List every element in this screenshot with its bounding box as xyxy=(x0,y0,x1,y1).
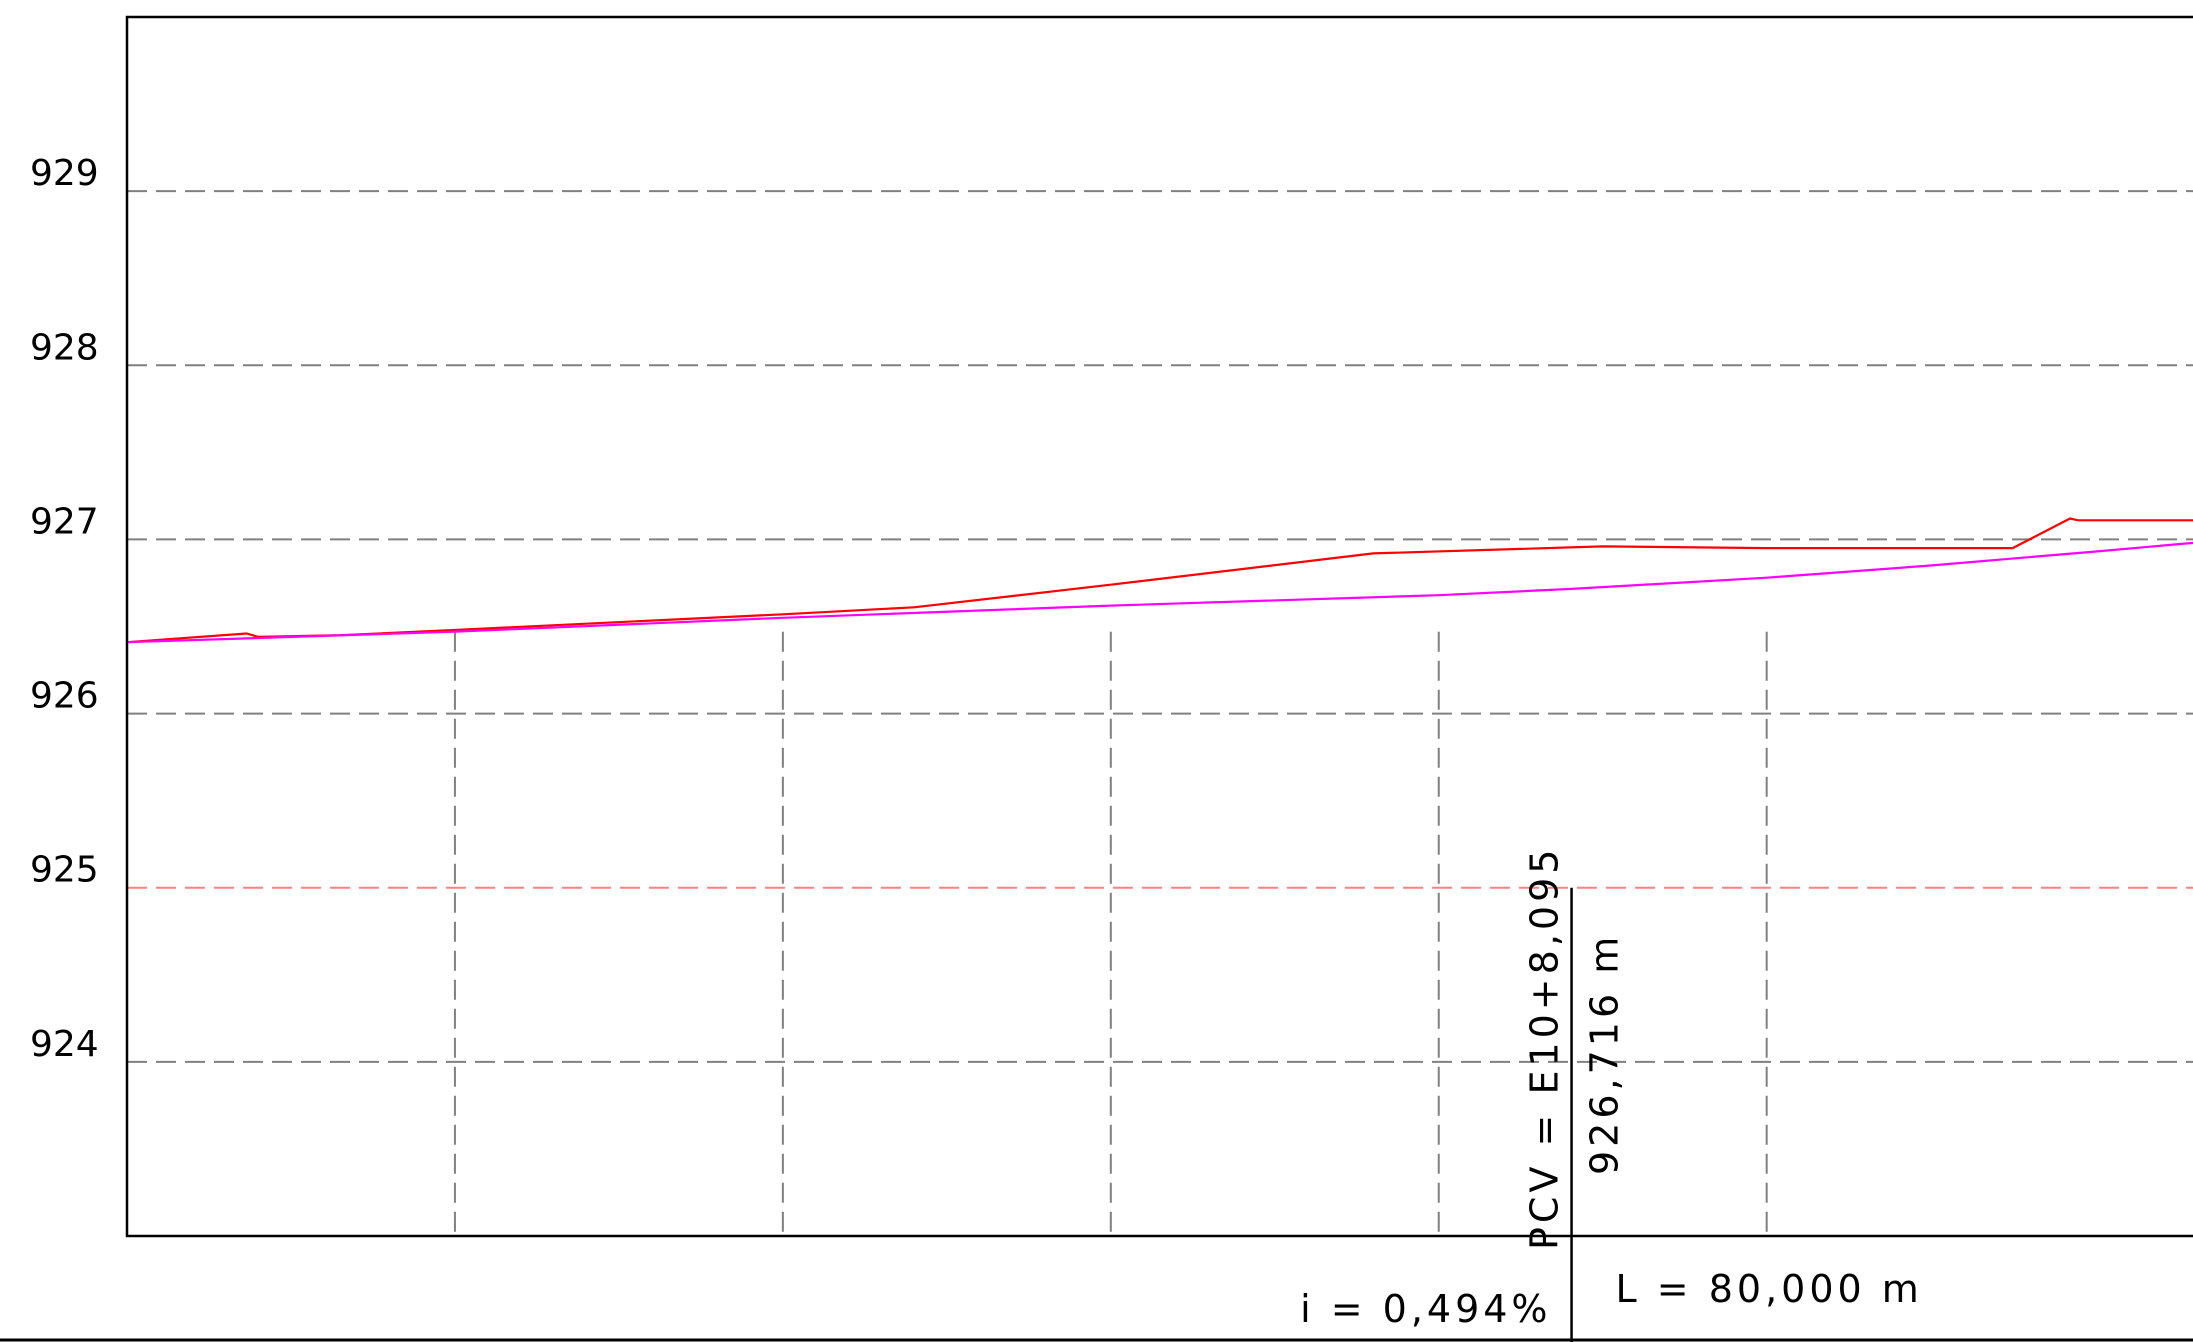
existing-ground-line xyxy=(126,517,2193,644)
vertical-curve-annotations: PCV = E10+8,095 926,716 m i = 0,494% L =… xyxy=(1300,846,1923,1331)
horizontal-gridlines xyxy=(127,190,2193,1063)
curve-length-label: L = 80,000 m xyxy=(1616,1267,1923,1311)
y-tick-label-924: 924 xyxy=(30,1024,99,1065)
profile-series xyxy=(126,517,2193,644)
plot-border xyxy=(125,15,2193,1238)
design-grade-line xyxy=(126,541,2193,644)
y-tick-label-925: 925 xyxy=(30,850,99,891)
grade-label: i = 0,494% xyxy=(1300,1287,1551,1331)
pcv-station-label: PCV = E10+8,095 xyxy=(1523,846,1567,1250)
pcv-elevation-label: 926,716 m xyxy=(1583,933,1627,1175)
y-tick-label-929: 929 xyxy=(30,153,99,194)
y-tick-label-926: 926 xyxy=(30,676,99,717)
y-axis-tick-labels: 929 928 927 926 925 924 xyxy=(30,153,99,1065)
y-tick-label-927: 927 xyxy=(30,501,99,542)
vertical-gridlines xyxy=(453,631,1768,1236)
y-tick-label-928: 928 xyxy=(30,327,99,368)
chart-frame xyxy=(0,15,2193,1342)
